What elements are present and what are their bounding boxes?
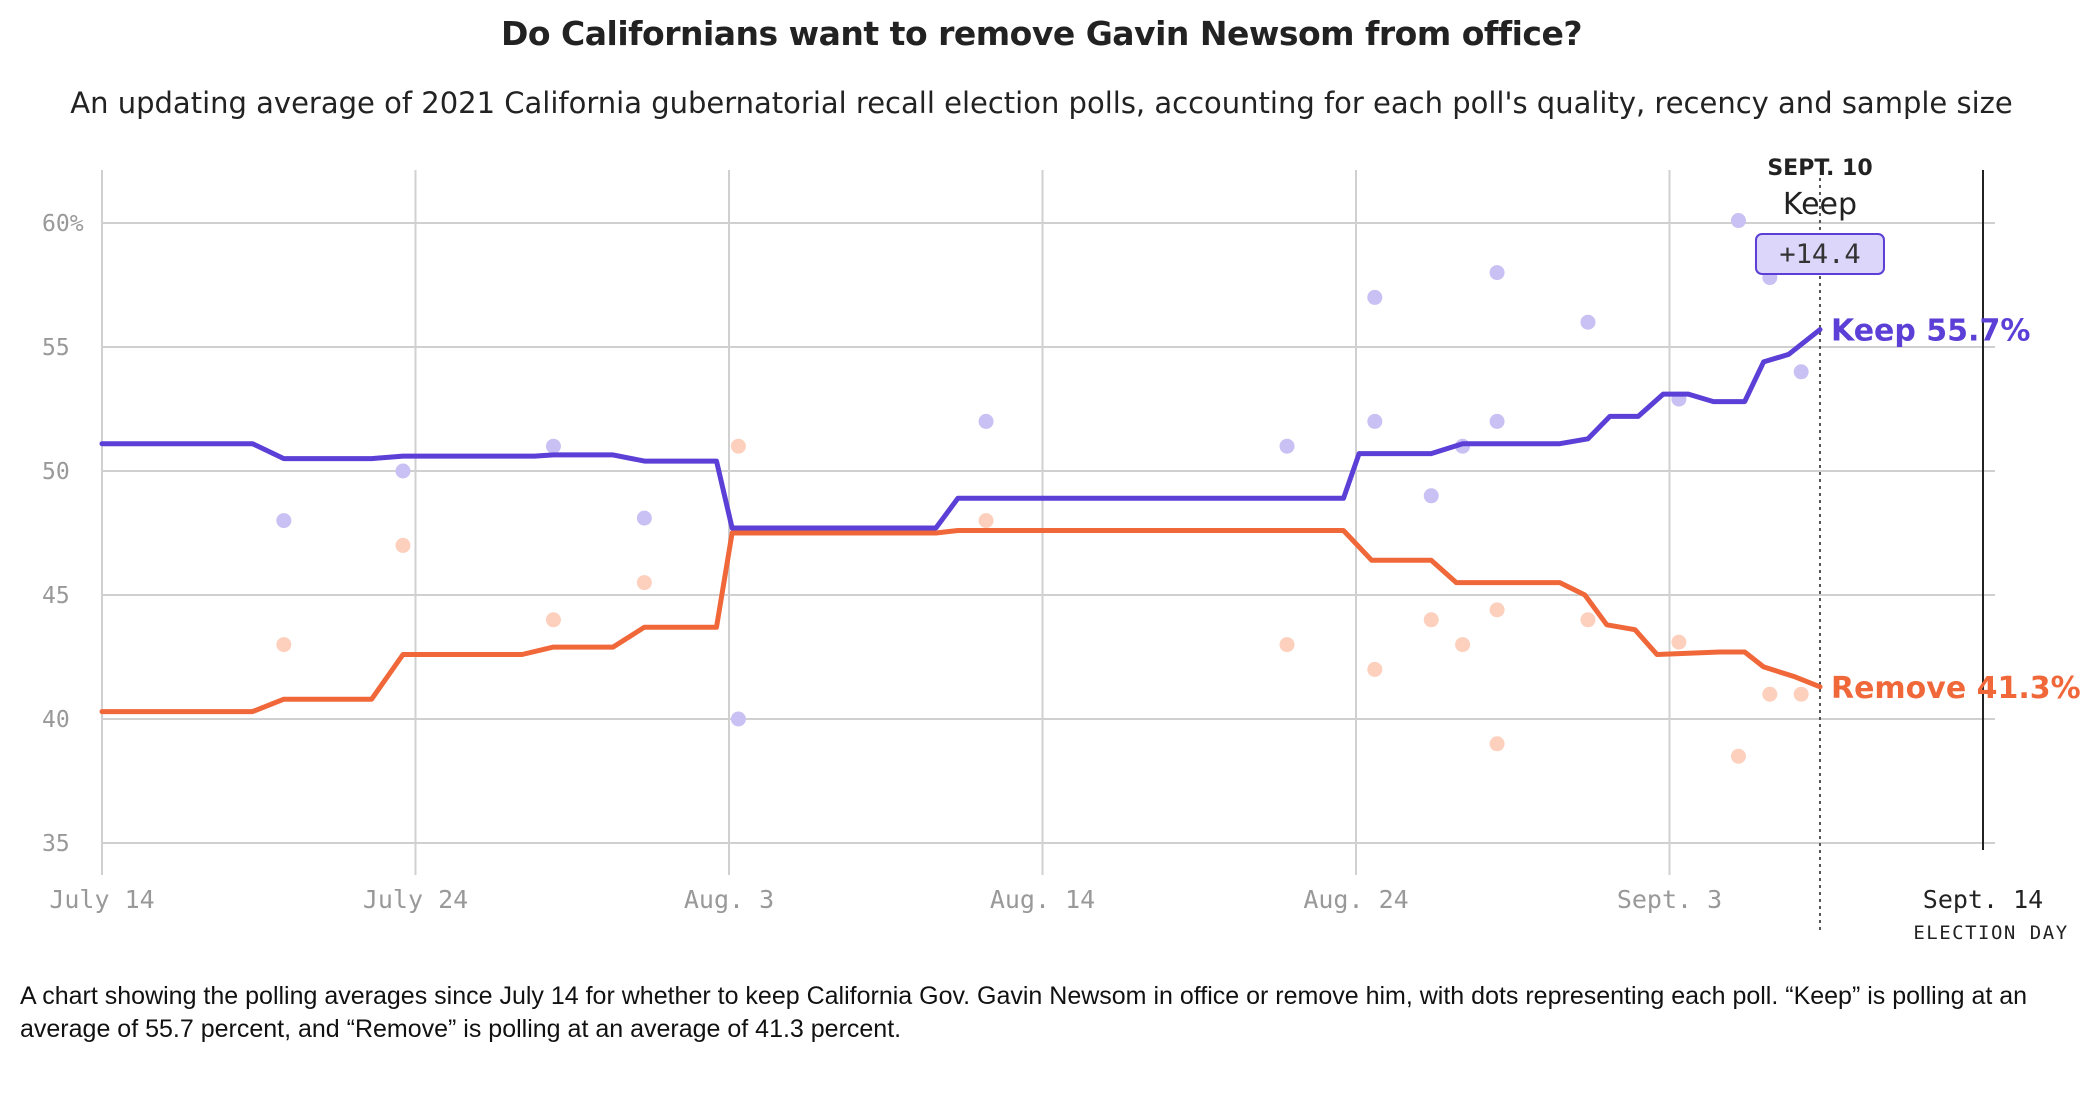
keep-poll-dot (1367, 413, 1383, 429)
remove-poll-dot (1455, 637, 1471, 653)
x-tick-label: Aug. 3 (684, 885, 774, 914)
chart-title: Do Californians want to remove Gavin New… (501, 14, 1583, 53)
remove-poll-dot (545, 612, 561, 628)
remove-poll-dot (730, 438, 746, 454)
keep-poll-dot (1367, 289, 1383, 305)
average-lines-layer (99, 327, 1823, 715)
remove-poll-dot (1793, 686, 1809, 702)
remove-poll-dot (1279, 637, 1295, 653)
polling-chart: 60% 55 50 45 40 35 July 14 July 24 Aug. 3 Aug. 14… (42, 156, 2081, 944)
chart-subtitle: An updating average of 2021 California g… (70, 86, 2013, 120)
annotation-value: +14.4 (1779, 239, 1860, 270)
y-tick-label: 35 (42, 831, 70, 857)
remove-poll-dot (1580, 612, 1596, 628)
x-tick-label: July 24 (363, 885, 468, 914)
x-tick-label: Sept. 3 (1617, 885, 1722, 914)
labels-layer: 60% 55 50 45 40 35 July 14 July 24 Aug. 3 Aug. 14… (42, 156, 2081, 944)
keep-end-label: Keep 55.7% (1831, 314, 2030, 349)
y-tick-label: 45 (42, 583, 70, 609)
remove-end-label: Remove 41.3% (1831, 671, 2081, 706)
annotation-label: Keep (1783, 187, 1857, 222)
x-tick-label: Sept. 14 (1923, 885, 2043, 914)
keep-poll-dot (1279, 438, 1295, 454)
remove-poll-dot (1671, 634, 1687, 650)
remove-poll-dot (978, 513, 994, 529)
x-tick-label: July 14 (49, 885, 154, 914)
remove-poll-dot (1423, 612, 1439, 628)
keep-poll-dot (1730, 213, 1746, 229)
keep-poll-dot (1793, 364, 1809, 380)
remove-poll-dot (1489, 602, 1505, 618)
keep-poll-dot (1423, 488, 1439, 504)
y-tick-label: 55 (42, 335, 70, 361)
keep-poll-dot (395, 463, 411, 479)
remove-poll-dot (395, 537, 411, 553)
keep-poll-dot (978, 413, 994, 429)
remove-average-line (99, 528, 1823, 715)
x-tick-sublabel: ELECTION DAY (1913, 922, 2068, 944)
remove-poll-dot (276, 637, 292, 653)
keep-poll-dot (730, 711, 746, 727)
keep-poll-dot (545, 438, 561, 454)
keep-poll-dot (1580, 314, 1596, 330)
annotation-date: SEPT. 10 (1767, 156, 1872, 181)
y-tick-label: 60% (42, 211, 84, 237)
remove-poll-dot (1762, 686, 1778, 702)
keep-poll-dot (636, 510, 652, 526)
remove-poll-dot (1489, 736, 1505, 752)
keep-poll-dot (276, 513, 292, 529)
remove-poll-dot (1730, 748, 1746, 764)
remove-poll-dot (1367, 661, 1383, 677)
remove-poll-dot (636, 575, 652, 591)
keep-average-line (99, 327, 1823, 531)
grid-layer (101, 170, 1995, 930)
x-tick-label: Aug. 14 (990, 885, 1095, 914)
annotation-badge (1754, 233, 1885, 275)
chart-caption: A chart showing the polling averages sin… (20, 982, 2028, 1043)
keep-poll-dot (1489, 265, 1505, 281)
y-tick-label: 50 (42, 459, 70, 485)
keep-poll-dot (1489, 413, 1505, 429)
y-tick-label: 40 (42, 707, 70, 733)
x-tick-label: Aug. 24 (1303, 885, 1408, 914)
